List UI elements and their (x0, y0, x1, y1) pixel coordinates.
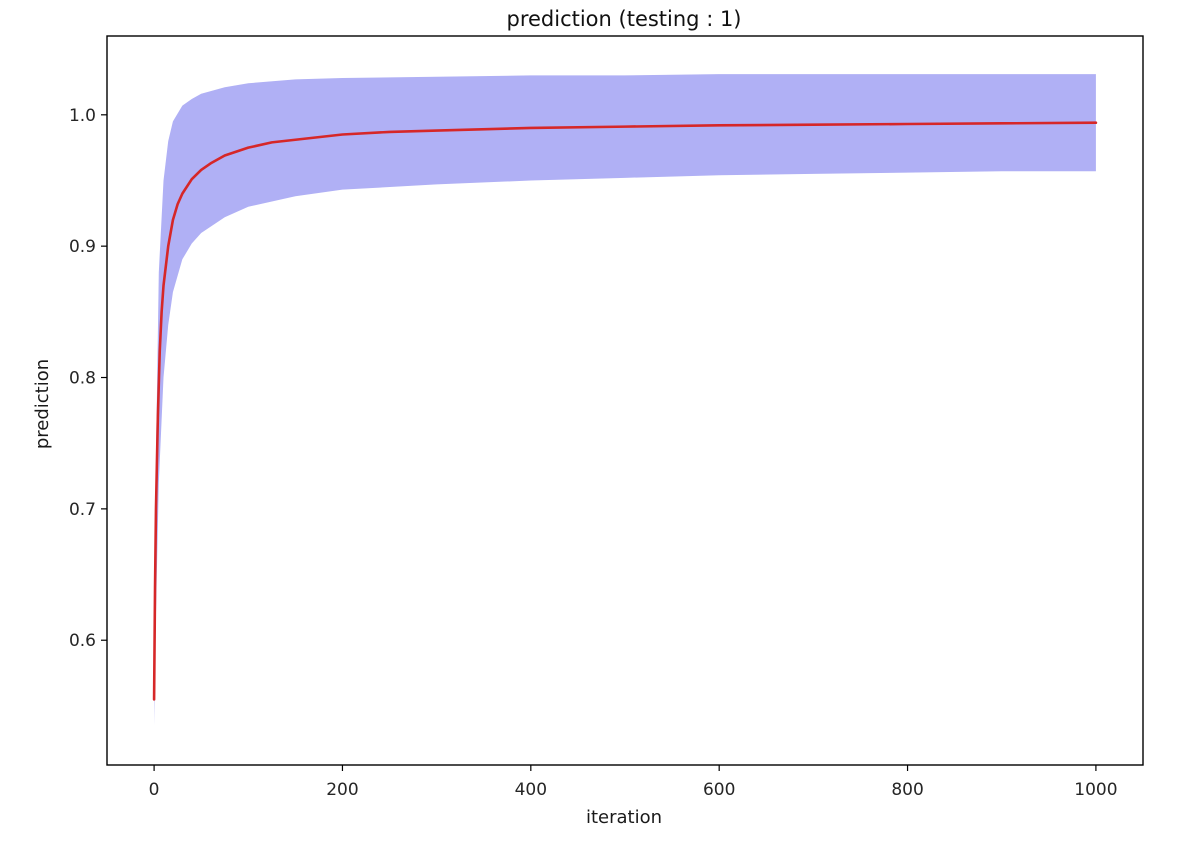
y-tick-label: 1.0 (69, 106, 96, 126)
x-axis: 0 200 400 600 800 1000 (149, 765, 1118, 800)
prediction-line (152, 121, 1098, 701)
x-tick-label: 0 (149, 780, 160, 800)
x-tick-label: 1000 (1074, 780, 1117, 800)
y-tick-label: 0.9 (69, 237, 96, 257)
x-tick-label: 600 (703, 780, 735, 800)
x-tick-label: 400 (515, 780, 547, 800)
x-tick-label: 800 (891, 780, 923, 800)
x-axis-label: iteration (586, 807, 662, 828)
y-tick-label: 0.7 (69, 500, 96, 520)
y-tick-label: 0.6 (69, 631, 96, 651)
y-axis: 0.6 0.7 0.8 0.9 1.0 (69, 106, 107, 651)
y-tick-label: 0.8 (69, 369, 96, 389)
confidence-band (154, 74, 1096, 726)
plot-frame (106, 35, 1144, 766)
x-tick-label: 200 (326, 780, 358, 800)
chart-title: prediction (testing : 1) (506, 7, 741, 31)
chart-marks (152, 74, 1098, 726)
y-axis-label: prediction (32, 359, 53, 449)
